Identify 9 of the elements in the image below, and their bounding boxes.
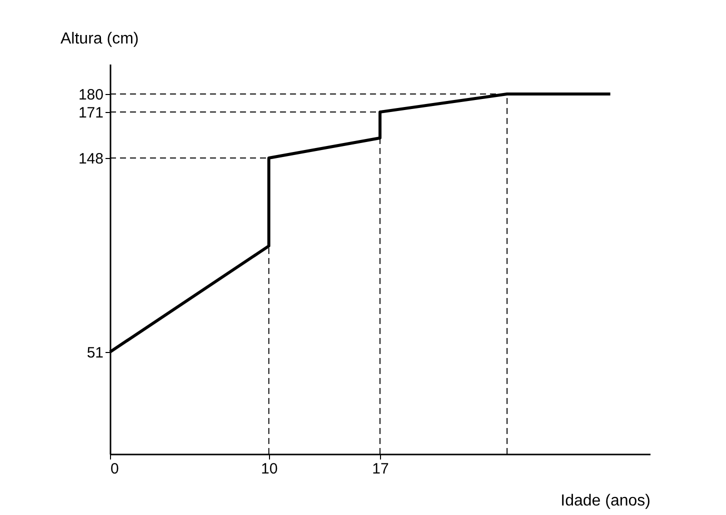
y-axis-title: Altura (cm) <box>60 30 139 48</box>
y-tick-label: 180 <box>78 86 104 104</box>
x-tick-label: 0 <box>110 460 119 478</box>
x-tick-label: 17 <box>372 460 389 478</box>
y-tick-label: 171 <box>78 104 104 122</box>
x-tick-label: 10 <box>260 460 278 478</box>
y-tick-label: 148 <box>78 150 104 168</box>
x-axis-title: Idade (anos) <box>560 492 650 510</box>
y-tick-label: 51 <box>86 344 104 362</box>
